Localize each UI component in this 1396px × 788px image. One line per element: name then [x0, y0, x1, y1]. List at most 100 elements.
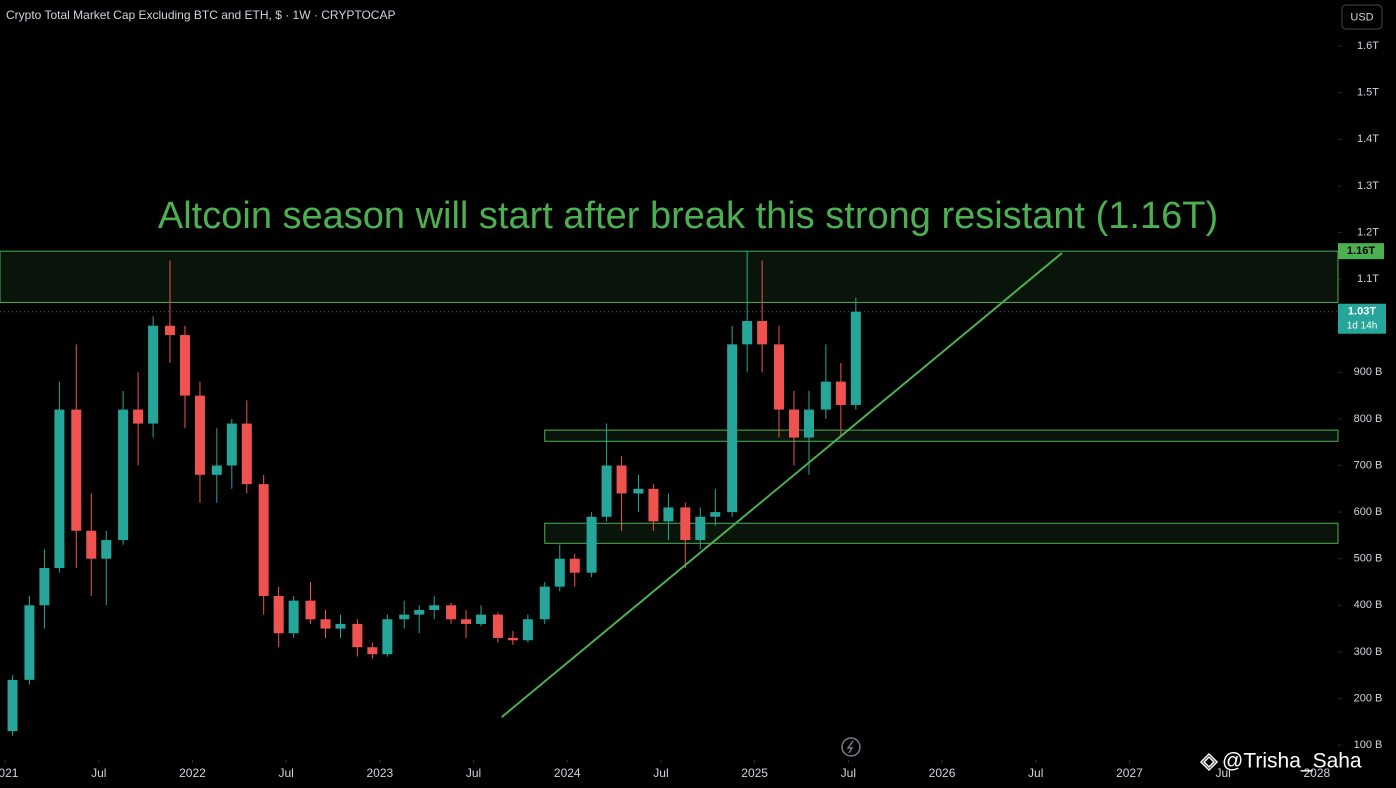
candle-body	[788, 409, 799, 438]
candle-body	[7, 679, 18, 732]
candle-body	[71, 409, 82, 531]
currency-button[interactable]	[1341, 4, 1383, 30]
candle-body	[101, 540, 112, 559]
y-tick-label: 200 B	[1354, 692, 1383, 704]
countdown: 1d 14h	[1347, 320, 1378, 331]
candle-body	[850, 311, 861, 405]
x-tick-label: Jul	[466, 766, 481, 780]
candle-body	[24, 605, 35, 680]
x-tick-label: Jul	[278, 766, 293, 780]
candle-body	[539, 586, 550, 620]
candle-body	[352, 623, 363, 648]
candle-body	[835, 381, 846, 405]
candle-body	[86, 530, 97, 559]
symbol-title: Crypto Total Market Cap Excluding BTC an…	[6, 8, 395, 22]
candle-body	[633, 488, 644, 494]
candle-body	[39, 568, 50, 606]
candle-body	[820, 381, 831, 410]
x-tick-label: Jul	[653, 766, 668, 780]
x-tick-label: 2025	[741, 766, 768, 780]
candle-body	[54, 409, 65, 569]
candle-body	[476, 614, 487, 624]
x-tick-label: Jul	[1215, 766, 1230, 780]
candle-body	[727, 344, 738, 513]
candle-body	[367, 647, 378, 655]
y-tick-label: 600 B	[1354, 506, 1383, 518]
replay-icon[interactable]	[841, 737, 861, 757]
resistance-badge	[1338, 243, 1384, 260]
candle-body	[554, 558, 565, 587]
y-tick-label: 400 B	[1354, 599, 1383, 611]
x-tick-label: 2022	[179, 766, 206, 780]
x-tick-label: 2023	[366, 766, 393, 780]
candle-body	[461, 619, 472, 624]
last-price-badge	[1338, 303, 1386, 334]
candle-body	[305, 600, 316, 620]
zone	[544, 522, 1339, 544]
y-tick-label: 1.1T	[1357, 273, 1379, 285]
candle-body	[522, 619, 533, 641]
candle-body	[710, 512, 721, 517]
x-tick-label: Jul	[841, 766, 856, 780]
x-tick-label: Jul	[1028, 766, 1043, 780]
candle-body	[194, 395, 205, 475]
candle-body	[382, 619, 393, 655]
x-tick-label: 2024	[554, 766, 581, 780]
candle-body	[648, 488, 659, 522]
zone	[544, 429, 1339, 442]
y-tick-label: 800 B	[1354, 413, 1383, 425]
candle-body	[586, 516, 597, 573]
y-tick-label: 1.4T	[1357, 133, 1379, 145]
candle-body	[757, 321, 768, 345]
candle-body	[179, 335, 190, 396]
candle-body	[569, 558, 580, 573]
candle-body	[803, 409, 814, 438]
candle-body	[241, 423, 252, 485]
trendline	[501, 252, 1063, 718]
candle-body	[446, 605, 457, 620]
icon-circle[interactable]	[841, 737, 861, 757]
candle-body	[399, 614, 410, 620]
last-price-label: 1.03T	[1348, 306, 1376, 318]
x-tick-label: 2028	[1303, 766, 1330, 780]
y-tick-label: 1.5T	[1357, 87, 1379, 99]
candle-body	[695, 516, 706, 541]
candle-body	[148, 325, 159, 424]
annotation: Altcoin season will start after break th…	[158, 195, 1218, 237]
candle-body	[742, 321, 753, 345]
candle-body	[414, 609, 425, 615]
candle-body	[663, 507, 674, 522]
icon-bolt[interactable]	[846, 740, 854, 754]
candle-body	[429, 605, 440, 610]
zone	[0, 250, 1339, 303]
y-tick-label: 1.3T	[1357, 180, 1379, 192]
candle-body	[335, 623, 346, 629]
watermark-logo	[1199, 752, 1219, 772]
x-tick-label: 2026	[929, 766, 956, 780]
candle-body	[226, 423, 237, 466]
candle-body	[273, 595, 284, 634]
candle-body	[288, 600, 299, 634]
candle-body	[118, 409, 129, 541]
currency-label[interactable]: USD	[1350, 11, 1373, 23]
watermark: @Trisha_Saha	[1222, 750, 1362, 773]
y-tick-label: 1.2T	[1357, 226, 1379, 238]
candle-body	[164, 325, 175, 336]
logo	[1199, 752, 1219, 772]
candle-body	[320, 619, 331, 629]
candle-body	[680, 507, 691, 541]
y-tick-label: 1.6T	[1357, 40, 1379, 52]
resistance-label: 1.16T	[1347, 245, 1375, 257]
candle-body	[616, 465, 627, 494]
y-tick-label: 500 B	[1354, 553, 1383, 565]
candle-body	[774, 344, 785, 410]
candle-body	[258, 484, 269, 596]
y-tick-label: 700 B	[1354, 459, 1383, 471]
candle-body	[133, 409, 144, 424]
x-tick-label: 2027	[1116, 766, 1143, 780]
x-tick-label: Jul	[91, 766, 106, 780]
candle-body	[492, 614, 503, 638]
x-tick-label: 2021	[0, 766, 19, 780]
